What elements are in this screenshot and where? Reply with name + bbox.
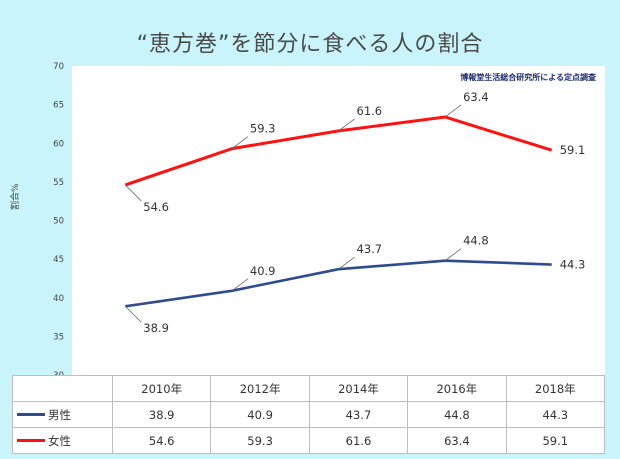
table-cell: 61.6 bbox=[308, 427, 409, 454]
category-label: 2016年 bbox=[407, 375, 507, 402]
category-label: 2012年 bbox=[210, 375, 310, 402]
data-label-leader bbox=[231, 136, 249, 149]
table-cell: 54.6 bbox=[111, 427, 212, 454]
table-cell: 43.7 bbox=[308, 401, 409, 428]
table-cell: 63.4 bbox=[407, 427, 507, 454]
plot-area bbox=[72, 66, 605, 375]
data-table-corner bbox=[12, 375, 113, 402]
data-table-row-male: 男性 38.9 40.9 43.7 44.8 44.3 bbox=[12, 401, 606, 428]
data-label: 40.9 bbox=[250, 264, 276, 278]
data-label: 61.6 bbox=[357, 104, 383, 118]
table-cell: 44.8 bbox=[407, 401, 507, 428]
data-label: 54.6 bbox=[143, 200, 169, 214]
legend-swatch-female bbox=[17, 438, 45, 442]
table-cell: 59.1 bbox=[505, 427, 606, 454]
category-label: 2014年 bbox=[308, 375, 409, 402]
data-label-leader bbox=[231, 278, 249, 292]
table-cell: 44.3 bbox=[505, 401, 606, 428]
data-label: 59.3 bbox=[250, 122, 276, 136]
data-label: 43.7 bbox=[357, 242, 383, 256]
data-table-row-female: 女性 54.6 59.3 61.6 63.4 59.1 bbox=[12, 427, 606, 454]
legend-swatch-male bbox=[17, 412, 45, 416]
y-tick-label: 60 bbox=[53, 139, 64, 149]
data-label-leader bbox=[338, 256, 355, 270]
y-axis-ticks: 303540455055606570 bbox=[53, 62, 64, 381]
legend-entry-female: 女性 bbox=[12, 427, 113, 454]
y-tick-label: 40 bbox=[53, 294, 64, 304]
category-label: 2018年 bbox=[505, 375, 606, 402]
data-label: 44.8 bbox=[463, 234, 489, 248]
data-label-leader bbox=[338, 118, 355, 132]
y-tick-label: 70 bbox=[53, 62, 64, 72]
chart-title: “恵方巻”を節分に食べる人の割合 bbox=[136, 32, 484, 57]
data-label-leader bbox=[444, 104, 462, 118]
table-cell: 38.9 bbox=[111, 401, 212, 428]
data-label-leader bbox=[444, 248, 462, 261]
data-table-header-row: 2010年 2012年 2014年 2016年 2018年 bbox=[12, 375, 606, 402]
y-tick-label: 50 bbox=[53, 217, 64, 227]
data-label: 59.1 bbox=[560, 143, 586, 157]
data-table: 2010年 2012年 2014年 2016年 2018年 男性 38.9 40… bbox=[12, 375, 606, 454]
y-tick-label: 35 bbox=[53, 332, 64, 342]
series-group: 38.9 40.9 43.7 44.8 44.3 54.6 59.3 61.6 63.4 59.1 bbox=[124, 90, 586, 335]
category-label: 2010年 bbox=[111, 375, 212, 402]
y-tick-label: 65 bbox=[53, 101, 64, 111]
y-tick-label: 45 bbox=[53, 255, 64, 265]
table-cell: 40.9 bbox=[210, 401, 310, 428]
legend-entry-male: 男性 bbox=[12, 401, 113, 428]
data-label-leader bbox=[125, 184, 142, 202]
data-label: 38.9 bbox=[143, 321, 169, 335]
y-axis-label: 割合% bbox=[11, 183, 21, 210]
data-label-leader bbox=[125, 305, 142, 323]
data-label: 63.4 bbox=[463, 90, 489, 104]
table-cell: 59.3 bbox=[210, 427, 310, 454]
y-tick-label: 55 bbox=[53, 178, 64, 188]
legend-label-male: 男性 bbox=[48, 407, 71, 422]
source-note: 博報堂生活総合研究所による定点調査 bbox=[460, 72, 597, 82]
legend-label-female: 女性 bbox=[48, 433, 71, 448]
data-label: 44.3 bbox=[560, 258, 586, 272]
